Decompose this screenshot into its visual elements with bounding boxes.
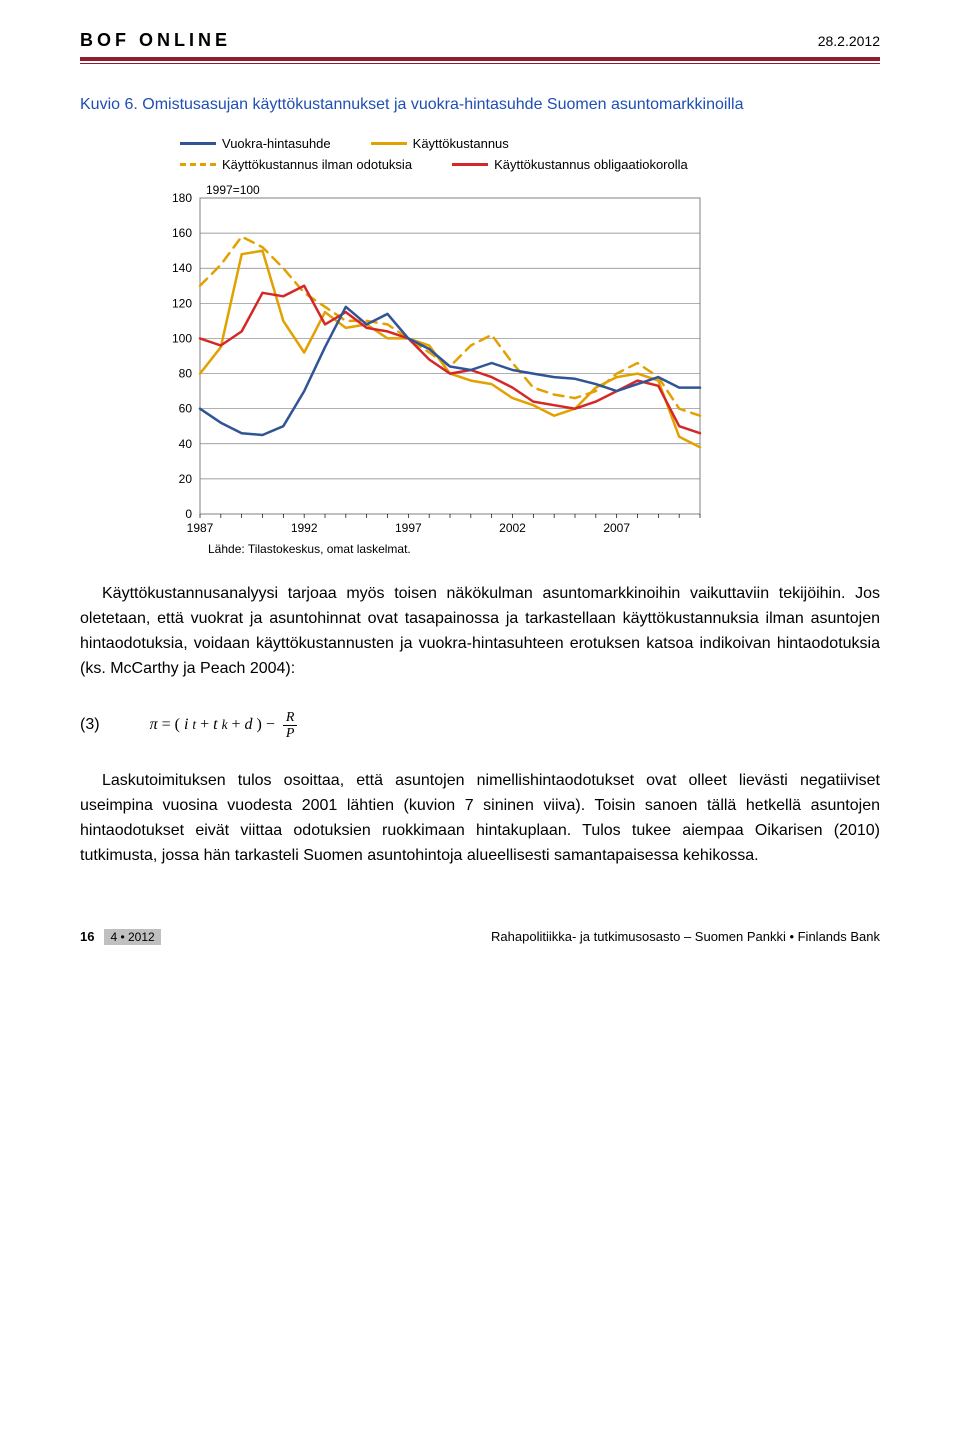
- header-row: BOF ONLINE 28.2.2012: [80, 30, 880, 51]
- svg-text:120: 120: [172, 297, 192, 311]
- equation-number: (3): [80, 716, 100, 734]
- header-brand: BOF ONLINE: [80, 30, 231, 51]
- eq-fraction: R P: [283, 710, 298, 742]
- svg-text:2007: 2007: [603, 521, 630, 535]
- legend-swatch-3: [452, 163, 488, 166]
- equation-row: (3) π = ( it + tk + d ) − R P: [80, 710, 880, 742]
- eq-t: t: [213, 716, 217, 734]
- body-text-1: Käyttökustannusanalyysi tarjoaa myös toi…: [80, 582, 880, 681]
- svg-text:180: 180: [172, 191, 192, 205]
- page-number: 16: [80, 929, 94, 944]
- svg-text:1992: 1992: [291, 521, 318, 535]
- eq-plus1: +: [200, 716, 209, 734]
- svg-text:20: 20: [179, 472, 193, 486]
- footer-issue: 4 • 2012: [104, 929, 160, 945]
- eq-frac-num: R: [283, 710, 298, 726]
- header-rule-thin: [80, 63, 880, 64]
- legend-label-1: Käyttökustannus: [413, 136, 509, 151]
- svg-text:1997=100: 1997=100: [206, 183, 260, 197]
- eq-minus: −: [266, 716, 275, 734]
- figure-title: Kuvio 6. Omistusasujan käyttökustannukse…: [80, 94, 880, 116]
- chart-source-label: Lähde: Tilastokeskus, omat laskelmat.: [150, 542, 710, 556]
- page-footer: 16 4 • 2012 Rahapolitiikka- ja tutkimuso…: [80, 929, 880, 945]
- legend-item-1: Käyttökustannus: [371, 136, 509, 151]
- eq-plus2: +: [232, 716, 241, 734]
- legend-swatch-2: [180, 163, 216, 166]
- chart-holder: Vuokra-hintasuhde Käyttökustannus Käyttö…: [150, 136, 710, 556]
- legend-label-2: Käyttökustannus ilman odotuksia: [222, 157, 412, 172]
- eq-frac-den: P: [283, 726, 298, 741]
- legend-label-0: Vuokra-hintasuhde: [222, 136, 331, 151]
- svg-text:140: 140: [172, 262, 192, 276]
- svg-text:1997: 1997: [395, 521, 422, 535]
- body-text-2: Laskutoimituksen tulos osoittaa, että as…: [80, 769, 880, 868]
- equation-expression: π = ( it + tk + d ) − R P: [150, 710, 298, 742]
- eq-i: i: [184, 716, 188, 734]
- svg-text:160: 160: [172, 227, 192, 241]
- page-container: BOF ONLINE 28.2.2012 Kuvio 6. Omistusasu…: [0, 0, 960, 975]
- svg-text:2002: 2002: [499, 521, 526, 535]
- svg-text:60: 60: [179, 402, 193, 416]
- eq-d: d: [245, 716, 253, 734]
- eq-pi: π: [150, 716, 158, 734]
- legend-row-2: Käyttökustannus ilman odotuksia Käyttöku…: [150, 157, 710, 172]
- footer-left: 16 4 • 2012: [80, 929, 161, 945]
- paragraph-2: Laskutoimituksen tulos osoittaa, että as…: [80, 769, 880, 868]
- eq-lpar: (: [175, 716, 180, 734]
- legend-swatch-0: [180, 142, 216, 145]
- eq-rpar: ): [257, 716, 262, 734]
- chart-legend: Vuokra-hintasuhde Käyttökustannus Käyttö…: [150, 136, 710, 172]
- legend-item-2: Käyttökustannus ilman odotuksia: [180, 157, 412, 172]
- svg-text:100: 100: [172, 332, 192, 346]
- legend-row-1: Vuokra-hintasuhde Käyttökustannus: [150, 136, 710, 151]
- svg-text:1987: 1987: [187, 521, 214, 535]
- legend-swatch-1: [371, 142, 407, 145]
- header-date: 28.2.2012: [818, 33, 880, 49]
- footer-right: Rahapolitiikka- ja tutkimusosasto – Suom…: [491, 929, 880, 944]
- legend-item-0: Vuokra-hintasuhde: [180, 136, 331, 151]
- chart-svg: 0 20 40 60 80 100 120 140 160 180 1987 1992 1997 2002…: [150, 178, 710, 538]
- paragraph-1: Käyttökustannusanalyysi tarjoaa myös toi…: [80, 582, 880, 681]
- header-rule-thick: [80, 57, 880, 61]
- eq-equals: =: [162, 716, 171, 734]
- svg-text:0: 0: [185, 507, 192, 521]
- svg-text:40: 40: [179, 437, 193, 451]
- svg-text:80: 80: [179, 367, 193, 381]
- legend-item-3: Käyttökustannus obligaatiokorolla: [452, 157, 688, 172]
- eq-sub-k: k: [222, 717, 228, 733]
- eq-sub-t: t: [192, 717, 196, 733]
- legend-label-3: Käyttökustannus obligaatiokorolla: [494, 157, 688, 172]
